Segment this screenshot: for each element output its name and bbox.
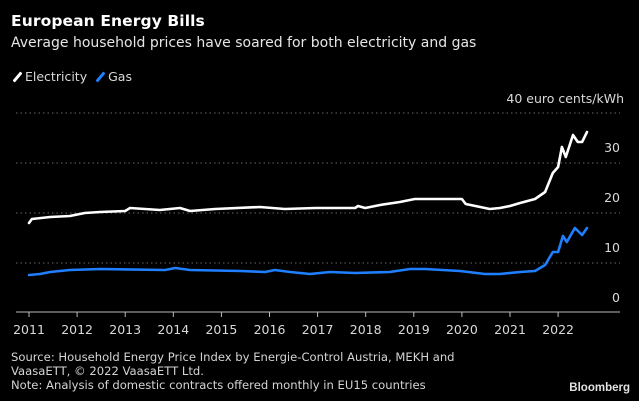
x-axis: 2011 2012 2013 2014 2015 2016 2017 2018 2019 2020… <box>13 311 620 337</box>
x-tick-label: 2014 <box>157 322 189 337</box>
footer: Source: Household Energy Price Index by … <box>11 350 481 392</box>
analysis-note: Note: Analysis of domestic contracts off… <box>11 378 426 392</box>
legend-label-gas: Gas <box>108 69 132 84</box>
series-lines <box>27 130 589 277</box>
series-line-gas <box>27 226 589 277</box>
legend-label-electricity: Electricity <box>25 69 88 84</box>
x-tick-label: 2020 <box>446 322 478 337</box>
x-tick-label: 2016 <box>254 322 286 337</box>
x-tick-label: 2011 <box>13 322 45 337</box>
legend-item-gas: Gas <box>95 69 132 84</box>
y-tick-labels: 0 10 20 30 <box>604 140 620 305</box>
y-tick-label: 0 <box>612 290 620 305</box>
x-tick-label: 2017 <box>302 322 334 337</box>
chart-title: European Energy Bills <box>11 12 205 30</box>
x-tick-label: 2013 <box>109 322 141 337</box>
x-tick-label: 2012 <box>61 322 93 337</box>
series-line-electricity <box>27 130 589 225</box>
x-tick-label: 2021 <box>494 322 526 337</box>
y-tick-label: 30 <box>604 140 620 155</box>
legend: Electricity Gas <box>12 69 140 84</box>
gridlines <box>16 112 620 264</box>
bloomberg-logo: Bloomberg <box>569 382 630 394</box>
legend-item-electricity: Electricity <box>12 69 87 84</box>
y-tick-label: 10 <box>604 240 620 255</box>
x-tick-label: 2019 <box>398 322 430 337</box>
x-tick-label: 2018 <box>350 322 382 337</box>
chart-subtitle: Average household prices have soared for… <box>11 35 477 51</box>
x-tick-label: 2015 <box>205 322 237 337</box>
y-tick-label: 20 <box>604 190 620 205</box>
x-tick-label: 2022 <box>542 322 574 337</box>
y-axis-unit-label: 40 euro cents/kWh <box>506 91 624 106</box>
source-note: Source: Household Energy Price Index by … <box>11 350 455 378</box>
